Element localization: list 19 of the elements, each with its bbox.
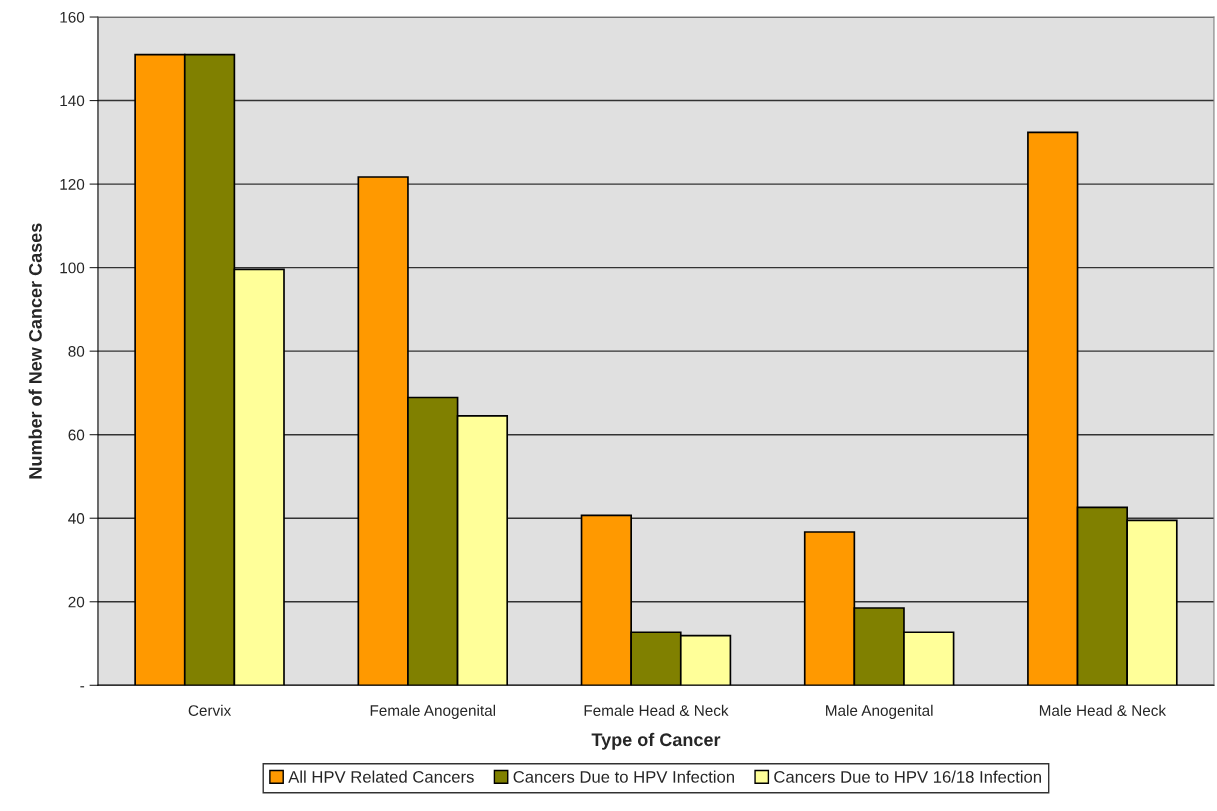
x-tick-label: Female Anogenital: [370, 704, 496, 719]
y-tick-label: 40: [68, 513, 85, 524]
y-tick-label: 20: [68, 596, 85, 608]
y-axis-title: Number of New Cancer Cases: [28, 223, 42, 479]
x-axis-title: Type of Cancer: [591, 732, 721, 750]
y-tick-label: -: [80, 686, 85, 688]
legend-label: Cancers Due to HPV 16/18 Infection: [774, 770, 1041, 783]
legend-label: Cancers Due to HPV Infection: [513, 770, 734, 783]
x-tick-label: Male Anogenital: [826, 704, 933, 719]
y-tick-label: 60: [68, 429, 85, 441]
y-tick-label: 160: [60, 11, 85, 23]
y-tick-label: 80: [68, 346, 85, 357]
x-tick-label: Female Head & Neck: [584, 704, 729, 716]
y-tick-label: 140: [60, 95, 85, 107]
legend-label: All HPV Related Cancers: [288, 770, 474, 783]
x-tick-label: Cervix: [188, 704, 232, 716]
y-tick-label: 120: [60, 178, 85, 190]
y-tick-label: 100: [60, 262, 85, 274]
x-tick-label: Male Head & Neck: [1039, 704, 1167, 716]
